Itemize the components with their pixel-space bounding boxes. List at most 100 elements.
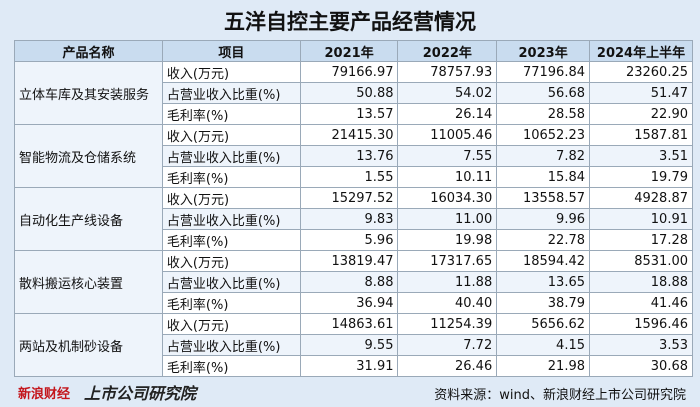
table-row: 立体车库及其安装服务 收入(万元) 79166.97 78757.93 77196.84… <box>14 61 693 125</box>
value-cell: 38.79 <box>496 292 590 314</box>
item-cell: 收入(万元) <box>161 250 301 272</box>
source-note: 资料来源：wind、新浪财经上市公司研究院 <box>434 388 686 403</box>
value-cell: 11.00 <box>397 208 498 230</box>
item-cell: 毛利率(%) <box>161 355 301 377</box>
value-cell: 13.76 <box>299 145 399 167</box>
value-cell: 50.88 <box>299 82 399 104</box>
value-cell: 1596.46 <box>589 313 693 335</box>
value-cell: 18.88 <box>589 271 693 293</box>
item-cell: 占营业收入比重(%) <box>161 82 301 104</box>
table-row: 占营业收入比重(%) 13.76 7.55 7.82 3.51 <box>15 145 693 167</box>
value-cell: 51.47 <box>589 82 693 104</box>
table-row: 占营业收入比重(%) 50.88 54.02 56.68 51.47 <box>15 82 693 104</box>
item-cell: 占营业收入比重(%) <box>161 208 301 230</box>
column-header: 2023年 <box>496 40 590 62</box>
table-row: 自动化生产线设备 收入(万元) 15297.52 16034.30 13558.57 49… <box>14 187 693 251</box>
value-cell: 8.88 <box>299 271 399 293</box>
value-cell: 13819.47 <box>299 250 399 272</box>
product-cell: 智能物流及仓储系统 <box>14 124 163 188</box>
value-cell: 18594.42 <box>496 250 590 272</box>
value-cell: 30.68 <box>589 355 693 377</box>
value-cell: 15.84 <box>496 166 590 188</box>
product-cell: 两站及机制砂设备 <box>14 313 163 377</box>
value-cell: 79166.97 <box>299 61 399 83</box>
column-header: 产品名称 <box>14 40 163 62</box>
header-row: 产品名称 项目 2021年 2022年 2023年 2024年上半年 <box>14 40 693 62</box>
value-cell: 15297.52 <box>299 187 399 209</box>
value-cell: 3.51 <box>589 145 693 167</box>
value-cell: 77196.84 <box>496 61 590 83</box>
table-row: 毛利率(%) 5.96 19.98 22.78 17.28 <box>15 229 693 251</box>
table-row: 智能物流及仓储系统 收入(万元) 21415.30 11005.46 10652.23 1… <box>14 124 693 188</box>
value-cell: 22.78 <box>496 229 590 251</box>
item-cell: 收入(万元) <box>161 187 301 209</box>
column-header: 2022年 <box>397 40 498 62</box>
product-cell: 自动化生产线设备 <box>14 187 163 251</box>
value-cell: 23260.25 <box>589 61 693 83</box>
table-row: 占营业收入比重(%) 9.83 11.00 9.96 10.91 <box>15 208 693 230</box>
table-row: 毛利率(%) 1.55 10.11 15.84 19.79 <box>15 166 693 188</box>
item-cell: 收入(万元) <box>161 61 301 83</box>
value-cell: 36.94 <box>299 292 399 314</box>
value-cell: 11005.46 <box>397 124 498 146</box>
value-cell: 3.53 <box>589 334 693 356</box>
data-table: 产品名称 项目 2021年 2022年 2023年 2024年上半年 立体车库及其安装服务… <box>14 40 693 377</box>
table-body: 立体车库及其安装服务 收入(万元) 79166.97 78757.93 77196.84… <box>14 61 693 377</box>
value-cell: 9.55 <box>299 334 399 356</box>
value-cell: 11254.39 <box>397 313 498 335</box>
value-cell: 31.91 <box>299 355 399 377</box>
item-cell: 毛利率(%) <box>161 166 301 188</box>
value-cell: 10.91 <box>589 208 693 230</box>
item-cell: 占营业收入比重(%) <box>161 145 301 167</box>
value-cell: 26.14 <box>397 103 498 125</box>
logo: 新浪财经 上市公司研究院 <box>18 380 196 404</box>
value-cell: 56.68 <box>496 82 590 104</box>
value-cell: 4928.87 <box>589 187 693 209</box>
value-cell: 10652.23 <box>496 124 590 146</box>
value-cell: 19.98 <box>397 229 498 251</box>
logo-brand: 新浪财经 <box>18 386 71 402</box>
table-row: 占营业收入比重(%) 8.88 11.88 13.65 18.88 <box>15 271 693 293</box>
item-cell: 毛利率(%) <box>161 292 301 314</box>
value-cell: 17.28 <box>589 229 693 251</box>
table-row: 两站及机制砂设备 收入(万元) 14863.61 11254.39 5656.62 159… <box>14 313 693 377</box>
table-row: 占营业收入比重(%) 9.55 7.72 4.15 3.53 <box>15 334 693 356</box>
title: 五洋自控主要产品经营情况 <box>224 10 476 34</box>
value-cell: 13558.57 <box>496 187 590 209</box>
value-cell: 78757.93 <box>397 61 498 83</box>
value-cell: 4.15 <box>496 334 590 356</box>
item-cell: 收入(万元) <box>161 124 301 146</box>
value-cell: 8531.00 <box>589 250 693 272</box>
item-cell: 毛利率(%) <box>161 103 301 125</box>
value-cell: 13.65 <box>496 271 590 293</box>
value-cell: 19.79 <box>589 166 693 188</box>
value-cell: 9.96 <box>496 208 590 230</box>
value-cell: 5656.62 <box>496 313 590 335</box>
value-cell: 16034.30 <box>397 187 498 209</box>
value-cell: 28.58 <box>496 103 590 125</box>
column-header: 2024年上半年 <box>589 40 693 62</box>
value-cell: 22.90 <box>589 103 693 125</box>
value-cell: 17317.65 <box>397 250 498 272</box>
value-cell: 21415.30 <box>299 124 399 146</box>
value-cell: 9.83 <box>299 208 399 230</box>
value-cell: 26.46 <box>397 355 498 377</box>
item-cell: 占营业收入比重(%) <box>161 334 301 356</box>
table-row: 毛利率(%) 31.91 26.46 21.98 30.68 <box>15 355 693 377</box>
column-header: 2021年 <box>299 40 399 62</box>
value-cell: 54.02 <box>397 82 498 104</box>
table-row: 毛利率(%) 36.94 40.40 38.79 41.46 <box>15 292 693 314</box>
item-cell: 占营业收入比重(%) <box>161 271 301 293</box>
value-cell: 7.72 <box>397 334 498 356</box>
value-cell: 14863.61 <box>299 313 399 335</box>
value-cell: 5.96 <box>299 229 399 251</box>
value-cell: 11.88 <box>397 271 498 293</box>
value-cell: 1.55 <box>299 166 399 188</box>
value-cell: 10.11 <box>397 166 498 188</box>
value-cell: 41.46 <box>589 292 693 314</box>
value-cell: 7.82 <box>496 145 590 167</box>
value-cell: 1587.81 <box>589 124 693 146</box>
item-cell: 毛利率(%) <box>161 229 301 251</box>
value-cell: 13.57 <box>299 103 399 125</box>
